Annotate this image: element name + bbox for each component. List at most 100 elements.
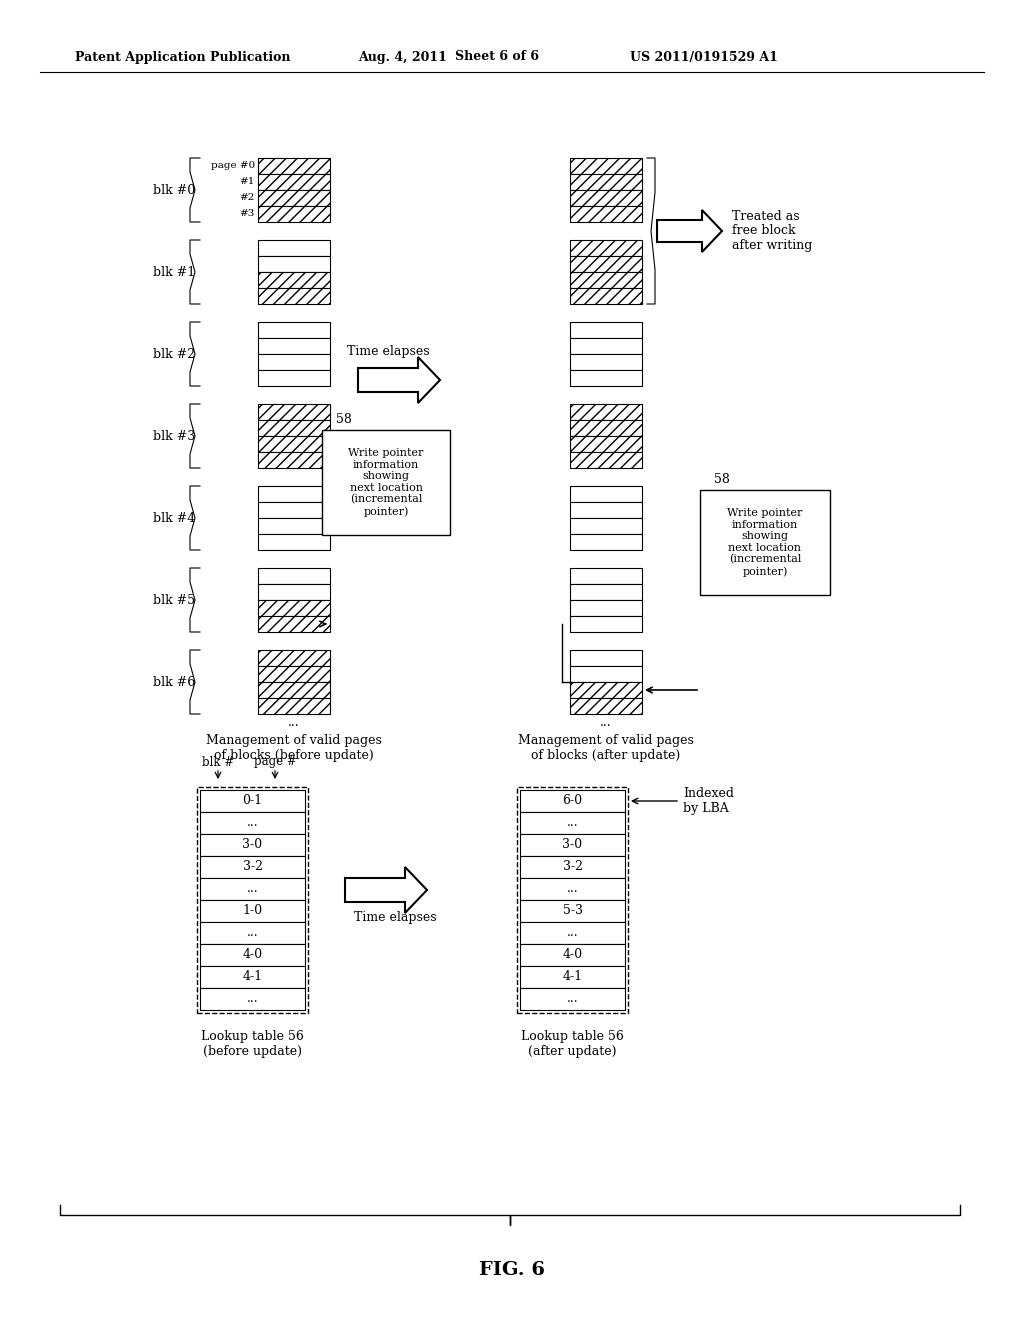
Bar bbox=[570, 256, 642, 272]
Bar bbox=[520, 987, 625, 1010]
Text: Time elapses: Time elapses bbox=[347, 346, 429, 359]
Text: 58: 58 bbox=[714, 473, 730, 486]
Text: Aug. 4, 2011: Aug. 4, 2011 bbox=[358, 50, 446, 63]
Bar bbox=[570, 322, 642, 338]
Bar bbox=[258, 601, 330, 616]
Bar bbox=[570, 568, 642, 583]
Bar bbox=[200, 878, 305, 900]
Bar bbox=[570, 354, 642, 370]
Bar bbox=[258, 502, 330, 517]
Bar bbox=[570, 420, 642, 436]
Text: 3-0: 3-0 bbox=[562, 838, 583, 851]
Text: ...: ... bbox=[247, 883, 258, 895]
Text: Write pointer
information
showing
next location
(incremental
pointer): Write pointer information showing next l… bbox=[727, 508, 803, 577]
Bar bbox=[200, 855, 305, 878]
Bar bbox=[520, 921, 625, 944]
Bar bbox=[258, 436, 330, 451]
Bar bbox=[258, 322, 330, 338]
Bar bbox=[700, 490, 830, 595]
Text: 3-2: 3-2 bbox=[243, 861, 262, 874]
Text: 4-0: 4-0 bbox=[562, 949, 583, 961]
Bar bbox=[197, 787, 308, 1012]
Text: FIG. 6: FIG. 6 bbox=[479, 1261, 545, 1279]
Bar bbox=[200, 812, 305, 834]
Bar bbox=[520, 900, 625, 921]
Bar bbox=[520, 834, 625, 855]
Bar bbox=[200, 834, 305, 855]
Bar bbox=[520, 812, 625, 834]
Bar bbox=[258, 616, 330, 632]
Bar bbox=[570, 206, 642, 222]
Text: Patent Application Publication: Patent Application Publication bbox=[75, 50, 291, 63]
Bar bbox=[258, 354, 330, 370]
Bar bbox=[570, 682, 642, 698]
Text: ...: ... bbox=[288, 715, 300, 729]
Bar bbox=[570, 535, 642, 550]
Bar bbox=[520, 878, 625, 900]
Text: #2: #2 bbox=[240, 194, 255, 202]
Text: 4-1: 4-1 bbox=[562, 970, 583, 983]
Bar bbox=[520, 789, 625, 812]
Polygon shape bbox=[358, 356, 440, 403]
Bar bbox=[570, 698, 642, 714]
Bar bbox=[258, 583, 330, 601]
Text: ...: ... bbox=[566, 993, 579, 1006]
Bar bbox=[258, 256, 330, 272]
Text: Lookup table 56
(before update): Lookup table 56 (before update) bbox=[201, 1030, 304, 1059]
Text: blk #4: blk #4 bbox=[153, 511, 195, 524]
Text: ...: ... bbox=[566, 927, 579, 940]
Bar bbox=[258, 451, 330, 469]
Text: ...: ... bbox=[566, 817, 579, 829]
Bar bbox=[258, 601, 330, 616]
Bar bbox=[570, 420, 642, 436]
Text: 0-1: 0-1 bbox=[243, 795, 262, 808]
Text: Indexed
by LBA: Indexed by LBA bbox=[683, 787, 734, 814]
Text: Treated as
free block
after writing: Treated as free block after writing bbox=[732, 210, 812, 252]
Bar bbox=[200, 900, 305, 921]
Text: ...: ... bbox=[247, 993, 258, 1006]
Bar bbox=[570, 190, 642, 206]
Text: ...: ... bbox=[247, 927, 258, 940]
Bar bbox=[570, 502, 642, 517]
Bar bbox=[570, 288, 642, 304]
Text: 3-0: 3-0 bbox=[243, 838, 262, 851]
Bar bbox=[570, 240, 642, 256]
Bar bbox=[570, 451, 642, 469]
Text: blk #2: blk #2 bbox=[153, 347, 195, 360]
Polygon shape bbox=[345, 867, 427, 913]
Bar bbox=[258, 370, 330, 385]
Text: 1-0: 1-0 bbox=[243, 904, 262, 917]
Bar bbox=[258, 174, 330, 190]
Text: Time elapses: Time elapses bbox=[353, 912, 436, 924]
Bar bbox=[258, 338, 330, 354]
Text: page #: page # bbox=[254, 755, 296, 768]
Bar bbox=[258, 517, 330, 535]
Bar bbox=[570, 288, 642, 304]
Bar bbox=[258, 682, 330, 698]
Text: page #0: page #0 bbox=[211, 161, 255, 170]
Bar bbox=[258, 240, 330, 256]
Bar bbox=[258, 568, 330, 583]
Text: blk #0: blk #0 bbox=[153, 183, 195, 197]
Bar bbox=[258, 667, 330, 682]
Text: blk #6: blk #6 bbox=[153, 676, 195, 689]
Bar bbox=[570, 338, 642, 354]
Bar bbox=[570, 682, 642, 698]
Bar bbox=[258, 404, 330, 420]
Bar bbox=[258, 698, 330, 714]
Bar bbox=[258, 649, 330, 667]
Bar bbox=[570, 667, 642, 682]
Bar bbox=[258, 420, 330, 436]
Bar bbox=[570, 256, 642, 272]
Bar bbox=[570, 616, 642, 632]
Polygon shape bbox=[657, 210, 722, 252]
Bar bbox=[520, 966, 625, 987]
Text: blk #1: blk #1 bbox=[153, 265, 195, 279]
Bar bbox=[200, 789, 305, 812]
Bar bbox=[570, 601, 642, 616]
Bar bbox=[570, 158, 642, 174]
Bar bbox=[570, 436, 642, 451]
Bar bbox=[570, 698, 642, 714]
Bar bbox=[258, 272, 330, 288]
Bar bbox=[520, 944, 625, 966]
